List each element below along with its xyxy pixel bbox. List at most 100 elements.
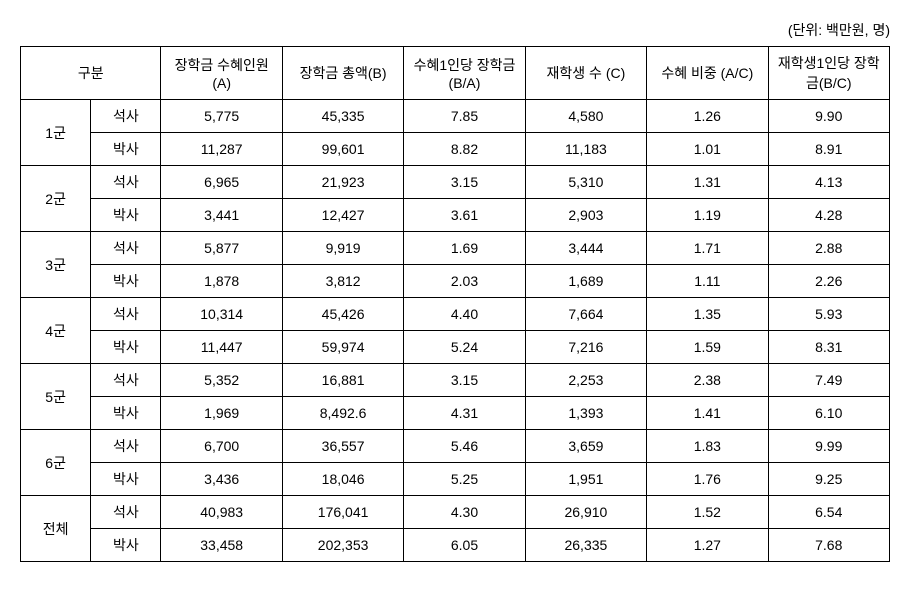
- data-cell: 45,335: [282, 100, 403, 133]
- data-cell: 1,878: [161, 265, 282, 298]
- degree-cell: 박사: [91, 199, 161, 232]
- header-category: 구분: [21, 47, 161, 100]
- group-cell: 5군: [21, 364, 91, 430]
- degree-cell: 박사: [91, 133, 161, 166]
- data-cell: 1.71: [647, 232, 768, 265]
- data-cell: 202,353: [282, 529, 403, 562]
- data-cell: 1.41: [647, 397, 768, 430]
- group-cell: 2군: [21, 166, 91, 232]
- table-row: 4군석사10,31445,4264.407,6641.355.93: [21, 298, 890, 331]
- data-cell: 5,352: [161, 364, 282, 397]
- data-cell: 5.46: [404, 430, 525, 463]
- degree-cell: 박사: [91, 265, 161, 298]
- table-row: 박사1,8783,8122.031,6891.112.26: [21, 265, 890, 298]
- data-cell: 8,492.6: [282, 397, 403, 430]
- data-cell: 18,046: [282, 463, 403, 496]
- scholarship-table: 구분 장학금 수혜인원(A) 장학금 총액(B) 수혜1인당 장학금(B/A) …: [20, 46, 890, 562]
- table-row: 3군석사5,8779,9191.693,4441.712.88: [21, 232, 890, 265]
- table-row: 박사33,458202,3536.0526,3351.277.68: [21, 529, 890, 562]
- table-row: 박사3,44112,4273.612,9031.194.28: [21, 199, 890, 232]
- data-cell: 1,393: [525, 397, 646, 430]
- data-cell: 4.13: [768, 166, 889, 199]
- data-cell: 1.83: [647, 430, 768, 463]
- data-cell: 5,775: [161, 100, 282, 133]
- group-cell: 4군: [21, 298, 91, 364]
- data-cell: 4.40: [404, 298, 525, 331]
- data-cell: 9.99: [768, 430, 889, 463]
- data-cell: 6.54: [768, 496, 889, 529]
- data-cell: 7.85: [404, 100, 525, 133]
- data-cell: 1.59: [647, 331, 768, 364]
- data-cell: 45,426: [282, 298, 403, 331]
- degree-cell: 석사: [91, 364, 161, 397]
- data-cell: 3,436: [161, 463, 282, 496]
- unit-label: (단위: 백만원, 명): [20, 20, 890, 40]
- data-cell: 1.31: [647, 166, 768, 199]
- data-cell: 4.28: [768, 199, 889, 232]
- data-cell: 2.26: [768, 265, 889, 298]
- data-cell: 2.38: [647, 364, 768, 397]
- data-cell: 6,965: [161, 166, 282, 199]
- data-cell: 7,664: [525, 298, 646, 331]
- data-cell: 10,314: [161, 298, 282, 331]
- data-cell: 3,441: [161, 199, 282, 232]
- data-cell: 1,951: [525, 463, 646, 496]
- header-row: 구분 장학금 수혜인원(A) 장학금 총액(B) 수혜1인당 장학금(B/A) …: [21, 47, 890, 100]
- data-cell: 1.11: [647, 265, 768, 298]
- data-cell: 4.30: [404, 496, 525, 529]
- table-row: 박사1,9698,492.64.311,3931.416.10: [21, 397, 890, 430]
- data-cell: 2,253: [525, 364, 646, 397]
- data-cell: 6.05: [404, 529, 525, 562]
- data-cell: 7,216: [525, 331, 646, 364]
- data-cell: 99,601: [282, 133, 403, 166]
- data-cell: 11,183: [525, 133, 646, 166]
- data-cell: 1,969: [161, 397, 282, 430]
- group-cell: 1군: [21, 100, 91, 166]
- data-cell: 1.35: [647, 298, 768, 331]
- data-cell: 3,444: [525, 232, 646, 265]
- data-cell: 7.68: [768, 529, 889, 562]
- degree-cell: 석사: [91, 496, 161, 529]
- data-cell: 8.31: [768, 331, 889, 364]
- data-cell: 176,041: [282, 496, 403, 529]
- table-row: 박사11,28799,6018.8211,1831.018.91: [21, 133, 890, 166]
- data-cell: 7.49: [768, 364, 889, 397]
- data-cell: 1.26: [647, 100, 768, 133]
- data-cell: 59,974: [282, 331, 403, 364]
- degree-cell: 박사: [91, 397, 161, 430]
- data-cell: 33,458: [161, 529, 282, 562]
- data-cell: 3,812: [282, 265, 403, 298]
- data-cell: 9.90: [768, 100, 889, 133]
- data-cell: 9.25: [768, 463, 889, 496]
- data-cell: 11,287: [161, 133, 282, 166]
- data-cell: 4,580: [525, 100, 646, 133]
- data-cell: 6.10: [768, 397, 889, 430]
- degree-cell: 석사: [91, 430, 161, 463]
- table-row: 2군석사6,96521,9233.155,3101.314.13: [21, 166, 890, 199]
- degree-cell: 석사: [91, 166, 161, 199]
- data-cell: 1.69: [404, 232, 525, 265]
- data-cell: 1.52: [647, 496, 768, 529]
- data-cell: 1.76: [647, 463, 768, 496]
- table-row: 1군석사5,77545,3357.854,5801.269.90: [21, 100, 890, 133]
- data-cell: 9,919: [282, 232, 403, 265]
- data-cell: 1.27: [647, 529, 768, 562]
- data-cell: 36,557: [282, 430, 403, 463]
- data-cell: 5.24: [404, 331, 525, 364]
- data-cell: 2.03: [404, 265, 525, 298]
- data-cell: 12,427: [282, 199, 403, 232]
- data-cell: 2.88: [768, 232, 889, 265]
- degree-cell: 석사: [91, 232, 161, 265]
- data-cell: 1.01: [647, 133, 768, 166]
- header-col3: 수혜1인당 장학금(B/A): [404, 47, 525, 100]
- data-cell: 5.25: [404, 463, 525, 496]
- data-cell: 3,659: [525, 430, 646, 463]
- data-cell: 8.91: [768, 133, 889, 166]
- group-cell: 6군: [21, 430, 91, 496]
- data-cell: 2,903: [525, 199, 646, 232]
- header-col6: 재학생1인당 장학금(B/C): [768, 47, 889, 100]
- data-cell: 1.19: [647, 199, 768, 232]
- degree-cell: 박사: [91, 529, 161, 562]
- table-row: 전체석사40,983176,0414.3026,9101.526.54: [21, 496, 890, 529]
- data-cell: 5,310: [525, 166, 646, 199]
